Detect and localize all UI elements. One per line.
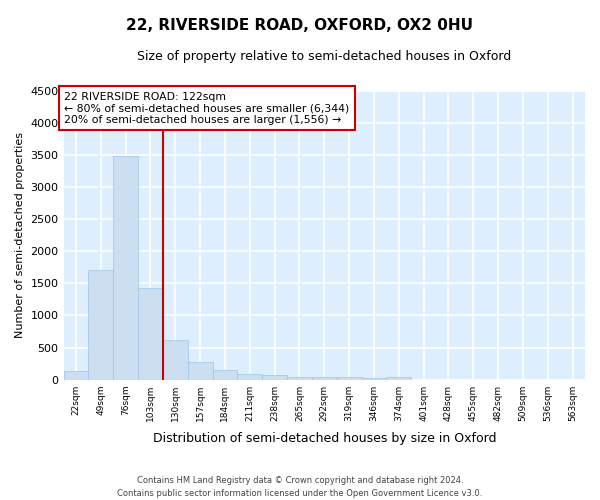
Bar <box>212 370 238 380</box>
Bar <box>386 377 411 380</box>
Title: Size of property relative to semi-detached houses in Oxford: Size of property relative to semi-detach… <box>137 50 511 63</box>
Bar <box>138 288 163 380</box>
Bar <box>113 156 138 380</box>
Bar <box>238 374 262 380</box>
Bar <box>362 378 386 380</box>
Text: Contains HM Land Registry data © Crown copyright and database right 2024.
Contai: Contains HM Land Registry data © Crown c… <box>118 476 482 498</box>
Bar <box>262 376 287 380</box>
Text: 22, RIVERSIDE ROAD, OXFORD, OX2 0HU: 22, RIVERSIDE ROAD, OXFORD, OX2 0HU <box>127 18 473 32</box>
Bar <box>312 377 337 380</box>
Bar <box>287 377 312 380</box>
Bar <box>188 362 212 380</box>
Bar <box>64 370 88 380</box>
Y-axis label: Number of semi-detached properties: Number of semi-detached properties <box>15 132 25 338</box>
X-axis label: Distribution of semi-detached houses by size in Oxford: Distribution of semi-detached houses by … <box>152 432 496 445</box>
Bar <box>337 378 362 380</box>
Bar <box>88 270 113 380</box>
Text: 22 RIVERSIDE ROAD: 122sqm
← 80% of semi-detached houses are smaller (6,344)
20% : 22 RIVERSIDE ROAD: 122sqm ← 80% of semi-… <box>64 92 350 125</box>
Bar <box>163 340 188 380</box>
